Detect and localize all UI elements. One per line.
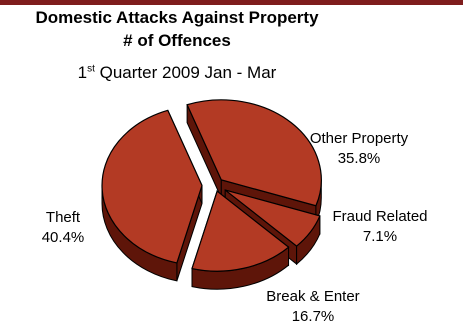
subtitle-sup: st	[87, 63, 95, 75]
slice-label-name: Fraud Related	[332, 208, 428, 225]
pie-slice-fraud-related	[224, 189, 321, 247]
pie-slice-theft	[101, 109, 203, 264]
slice-label-fraud-related: Fraud Related 7.1%	[325, 207, 435, 247]
slice-label-theft: Theft 40.4%	[18, 208, 108, 248]
slice-label-other-property: Other Property 35.8%	[304, 129, 414, 169]
chart-title-line1: Domestic Attacks Against Property	[35, 8, 319, 27]
slice-label-name: Break & Enter	[266, 288, 360, 305]
pie-slice-break-enter	[191, 190, 290, 272]
slice-label-value: 16.7%	[291, 308, 335, 325]
chart-title-line2: # of Offences	[123, 31, 231, 50]
subtitle-rest: Quarter 2009 Jan - Mar	[94, 63, 277, 82]
slice-label-name: Other Property	[309, 130, 409, 147]
pie-slice-other-property	[186, 99, 322, 207]
top-accent-bar	[0, 0, 463, 5]
slice-label-value: 7.1%	[362, 228, 398, 245]
subtitle-prefix: 1	[77, 63, 88, 82]
slice-label-value: 35.8%	[337, 150, 381, 167]
slice-label-break-enter: Break & Enter 16.7%	[258, 287, 368, 327]
slice-label-name: Theft	[45, 209, 81, 226]
slice-label-value: 40.4%	[41, 229, 85, 246]
chart-subtitle: 1st Quarter 2009 Jan - Mar	[0, 63, 354, 83]
